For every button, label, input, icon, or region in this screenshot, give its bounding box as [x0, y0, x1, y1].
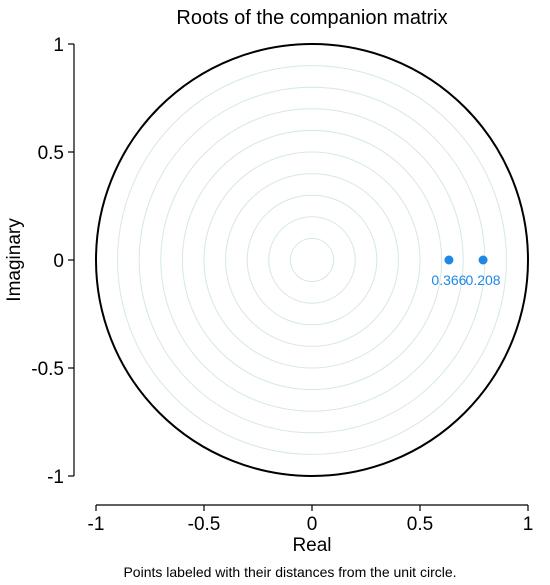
- root-point-label: 0.208: [466, 272, 501, 288]
- grid-circle: [117, 65, 507, 455]
- grid-circle: [268, 216, 356, 304]
- y-tick-label: 0.5: [38, 143, 64, 164]
- y-tick-label: -0.5: [31, 359, 64, 380]
- grid-circle: [225, 173, 399, 347]
- footnote: Points labeled with their distances from…: [123, 564, 456, 580]
- root-point: [478, 255, 488, 265]
- x-tick-label: 0: [307, 514, 318, 535]
- x-tick-label: -1: [88, 514, 105, 535]
- x-axis-label: Real: [292, 535, 331, 556]
- grid-circle: [181, 129, 443, 391]
- y-axis-label: Imaginary: [4, 218, 25, 302]
- chart-title: Roots of the companion matrix: [176, 7, 447, 29]
- data-points: 0.366 0.208: [431, 255, 501, 288]
- grid-circle: [160, 108, 464, 412]
- x-tick-label: 1: [523, 514, 534, 535]
- y-tick-label: 0: [53, 251, 64, 272]
- root-point: [444, 255, 454, 265]
- y-tick-label: 1: [53, 35, 64, 56]
- y-tick-label: -1: [47, 467, 64, 488]
- grid-circle: [289, 237, 335, 283]
- x-tick-label: -0.5: [188, 514, 221, 535]
- grid-circle: [246, 194, 378, 326]
- grid-circle: [138, 86, 486, 434]
- grid-circle: [203, 151, 421, 369]
- unit-circle: [95, 43, 529, 477]
- root-point-label: 0.366: [431, 272, 466, 288]
- axes: 1 0.5 0 -0.5 -1 -1 -0.5 0 0.5 1: [31, 35, 533, 535]
- x-tick-label: 0.5: [407, 514, 433, 535]
